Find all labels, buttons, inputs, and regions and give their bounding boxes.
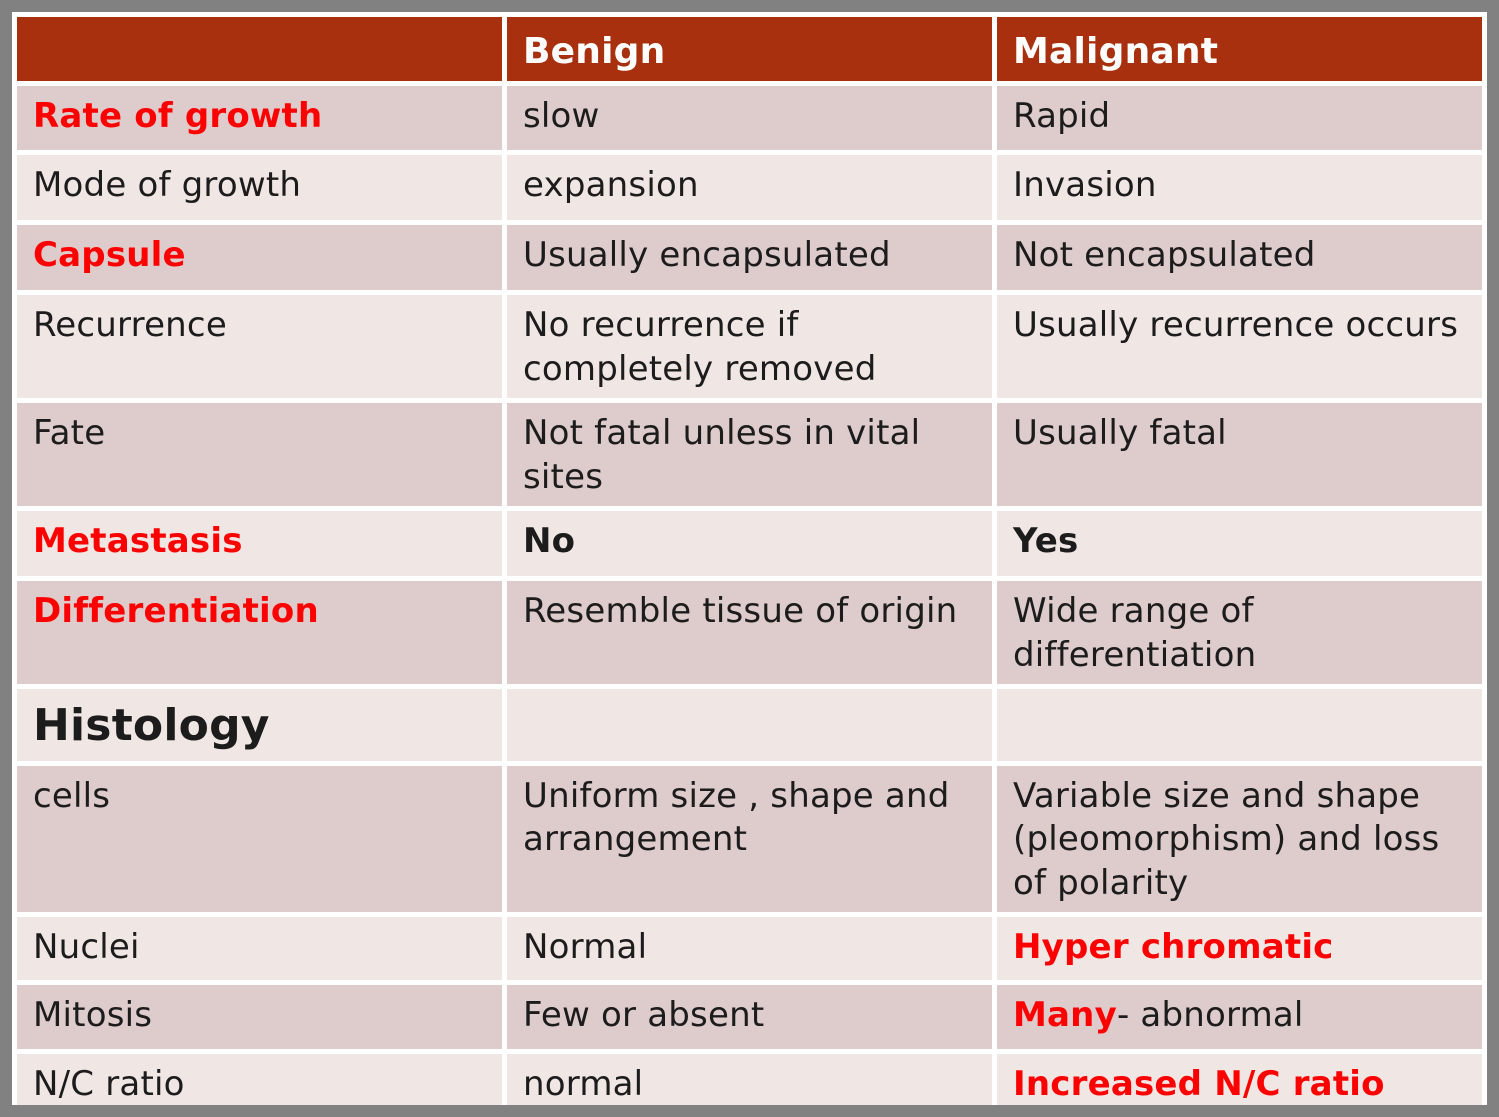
table-row: Fate Not fatal unless in vital sites Usu… xyxy=(17,403,1482,507)
table-row: Differentiation Resemble tissue of origi… xyxy=(17,581,1482,684)
header-cell-malignant: Malignant xyxy=(997,17,1482,82)
malignant-capsule: Not encapsulated xyxy=(997,225,1482,291)
table-row: Recurrence No recurrence if completely r… xyxy=(17,295,1482,399)
benign-recurrence: No recurrence if completely removed xyxy=(507,295,992,399)
benign-fate: Not fatal unless in vital sites xyxy=(507,403,992,507)
benign-mitosis: Few or absent xyxy=(507,985,992,1050)
malignant-histology xyxy=(997,688,1482,761)
benign-metastasis: No xyxy=(507,511,992,577)
row-label-nc-ratio: N/C ratio xyxy=(17,1054,502,1105)
row-label-metastasis: Metastasis xyxy=(17,511,502,577)
row-label-recurrence: Recurrence xyxy=(17,295,502,399)
row-label-rate-of-growth: Rate of growth xyxy=(17,86,502,151)
malignant-fate: Usually fatal xyxy=(997,403,1482,507)
row-label-capsule: Capsule xyxy=(17,225,502,291)
row-label-fate: Fate xyxy=(17,403,502,507)
benign-mode-of-growth: expansion xyxy=(507,155,992,221)
header-cell-empty xyxy=(17,17,502,82)
header-row: Benign Malignant xyxy=(17,17,1482,82)
malignant-mitosis: Many- abnormal xyxy=(997,985,1482,1050)
benign-differentiation: Resemble tissue of origin xyxy=(507,581,992,684)
malignant-rate-of-growth: Rapid xyxy=(997,86,1482,151)
benign-cells: Uniform size , shape and arrangement xyxy=(507,765,992,913)
malignant-mitosis-highlight: Many xyxy=(1013,995,1117,1036)
malignant-metastasis: Yes xyxy=(997,511,1482,577)
malignant-mode-of-growth: Invasion xyxy=(997,155,1482,221)
row-label-histology: Histology xyxy=(17,688,502,761)
row-label-mitosis: Mitosis xyxy=(17,985,502,1050)
row-label-nuclei: Nuclei xyxy=(17,917,502,981)
table-row: Capsule Usually encapsulated Not encapsu… xyxy=(17,225,1482,291)
table-row: Histology xyxy=(17,688,1482,761)
benign-capsule: Usually encapsulated xyxy=(507,225,992,291)
table-row: Nuclei Normal Hyper chromatic xyxy=(17,917,1482,981)
row-label-differentiation: Differentiation xyxy=(17,581,502,684)
table-row: cells Uniform size , shape and arrangeme… xyxy=(17,765,1482,913)
table-row: Mitosis Few or absent Many- abnormal xyxy=(17,985,1482,1050)
malignant-recurrence: Usually recurrence occurs xyxy=(997,295,1482,399)
malignant-mitosis-rest: - abnormal xyxy=(1116,995,1304,1036)
malignant-nuclei: Hyper chromatic xyxy=(997,917,1482,981)
malignant-cells: Variable size and shape (pleomorphism) a… xyxy=(997,765,1482,913)
benign-malignant-comparison-table: Benign Malignant Rate of growth slow Rap… xyxy=(12,12,1487,1105)
benign-nc-ratio: normal xyxy=(507,1054,992,1105)
header-cell-benign: Benign xyxy=(507,17,992,82)
row-label-mode-of-growth: Mode of growth xyxy=(17,155,502,221)
table-row: Metastasis No Yes xyxy=(17,511,1482,577)
malignant-differentiation: Wide range of differentiation xyxy=(997,581,1482,684)
table-row: Rate of growth slow Rapid xyxy=(17,86,1482,151)
malignant-nc-ratio: Increased N/C ratio xyxy=(997,1054,1482,1105)
benign-rate-of-growth: slow xyxy=(507,86,992,151)
row-label-cells: cells xyxy=(17,765,502,913)
table-row: N/C ratio normal Increased N/C ratio xyxy=(17,1054,1482,1105)
benign-histology xyxy=(507,688,992,761)
table-row: Mode of growth expansion Invasion xyxy=(17,155,1482,221)
benign-nuclei: Normal xyxy=(507,917,992,981)
